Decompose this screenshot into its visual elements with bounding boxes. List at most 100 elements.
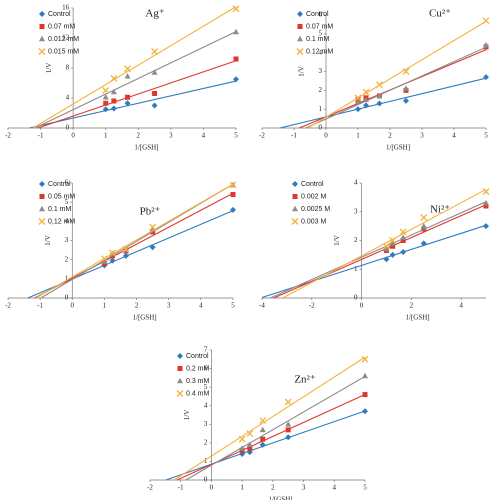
legend-marker: [39, 194, 45, 199]
point: [389, 237, 397, 244]
y-tick-label: 4: [66, 94, 70, 102]
x-tick-label: 4: [199, 302, 203, 310]
y-tick-label: 2: [354, 236, 358, 244]
point: [363, 96, 369, 103]
x-tick-label: -2: [259, 132, 265, 140]
x-tick-label: 2: [135, 302, 139, 310]
y-axis-label: 1/V: [333, 235, 341, 246]
point: [100, 255, 108, 263]
legend-label: 0,12 mM: [48, 218, 75, 225]
legend-marker: [291, 218, 299, 225]
x-tick-label: 3: [167, 302, 171, 310]
point: [124, 100, 131, 107]
point: [259, 417, 267, 425]
x-tick-label: 3: [169, 132, 173, 140]
chart-title: Cu²⁺: [429, 8, 451, 20]
y-axis-label: 1/V: [45, 63, 53, 74]
point: [124, 65, 131, 73]
legend-marker: [292, 194, 298, 199]
trend-line: [273, 204, 487, 299]
y-tick-label: 16: [62, 4, 70, 12]
x-tick-label: -2: [309, 302, 315, 310]
chart: -2 -1 0 1 2 3 4 5 0 1 2 3 4 5 6 Cu²⁺ 1/[GSH] 1/V Control 0.…: [259, 8, 490, 152]
point: [260, 436, 266, 442]
point: [375, 81, 383, 89]
y-tick-label: 6: [204, 364, 208, 372]
y-tick-label: 6: [319, 11, 323, 19]
x-tick-label: 2: [137, 132, 141, 140]
point: [110, 105, 117, 112]
point: [362, 88, 370, 96]
legend-label: 0.012 mM: [48, 36, 79, 43]
legend-marker: [177, 353, 183, 359]
y-tick-label: 4: [204, 401, 208, 409]
point: [238, 435, 246, 443]
point: [284, 398, 292, 406]
trend-line: [270, 201, 487, 299]
point: [102, 87, 110, 94]
y-axis-label: 1/V: [44, 235, 52, 246]
legend-marker: [296, 48, 304, 55]
legend-marker: [297, 35, 303, 42]
trend-line: [176, 394, 366, 481]
point: [383, 245, 390, 252]
x-axis-label: 1/[GSH]: [133, 314, 157, 322]
y-tick-label: 4: [319, 48, 323, 56]
legend-label: 0.3 mM: [186, 378, 210, 385]
legend-label: 0.12 mM: [306, 48, 333, 55]
chart: -2 -1 0 1 2 3 4 5 0 1 2 3 4 5 6 Pb²⁺ 1/[GSH] 1/V Control 0.…: [5, 179, 237, 322]
x-tick-label: 0: [210, 484, 214, 492]
point: [362, 408, 368, 415]
y-tick-label: 3: [354, 207, 358, 215]
point: [151, 69, 158, 75]
chart: -4 -2 0 2 4 0 1 2 3 4 Ni²⁺ 1/[GSH] 1/V Control 0.002 M…: [259, 179, 490, 322]
point: [101, 258, 108, 264]
legend-label: 0.4 mM: [186, 390, 210, 397]
x-axis-label: 1/[GSH]: [386, 144, 410, 152]
y-tick-label: 4: [354, 179, 358, 187]
point: [400, 238, 406, 243]
x-tick-label: -1: [37, 302, 43, 310]
trend-line: [37, 60, 237, 129]
point: [151, 48, 159, 55]
point: [389, 240, 396, 246]
y-tick-label: 1: [65, 274, 69, 282]
point: [399, 228, 407, 236]
y-tick-label: 8: [66, 64, 70, 72]
point: [390, 243, 396, 249]
x-tick-label: 5: [484, 132, 488, 140]
y-tick-label: 5: [319, 29, 323, 37]
legend-label: 0,2 mM: [186, 365, 210, 372]
point: [109, 249, 116, 257]
point: [151, 102, 158, 109]
point: [403, 97, 409, 104]
x-tick-label: -2: [5, 132, 11, 140]
point: [376, 92, 383, 99]
point: [149, 223, 157, 231]
legend-marker: [176, 390, 184, 397]
x-axis-label: 1/[GSH]: [134, 144, 158, 152]
y-tick-label: 6: [65, 179, 69, 187]
x-tick-label: 3: [420, 132, 424, 140]
trend-line: [279, 77, 487, 129]
x-tick-label: 5: [234, 132, 238, 140]
point: [420, 214, 428, 221]
x-tick-label: 5: [363, 484, 367, 492]
legend-label: Control: [48, 181, 71, 188]
point: [285, 421, 292, 427]
trend-line: [307, 20, 487, 129]
chart: -2 -1 0 1 2 3 4 5 0 1 2 3 4 5 6 7 Zn²⁺ 1/[GSH] 1/V Control 0…: [147, 346, 369, 500]
trend-line: [185, 375, 366, 481]
point: [229, 181, 237, 189]
legend-label: 0.1 mM: [48, 206, 72, 213]
point: [125, 94, 131, 100]
trend-line: [305, 46, 487, 129]
point: [285, 434, 292, 441]
legend-label: 0.05 mM: [48, 193, 75, 200]
legend-label: 0.07 mM: [306, 23, 333, 30]
legend-marker: [39, 24, 45, 29]
x-tick-label: 4: [333, 484, 337, 492]
point: [483, 199, 489, 206]
